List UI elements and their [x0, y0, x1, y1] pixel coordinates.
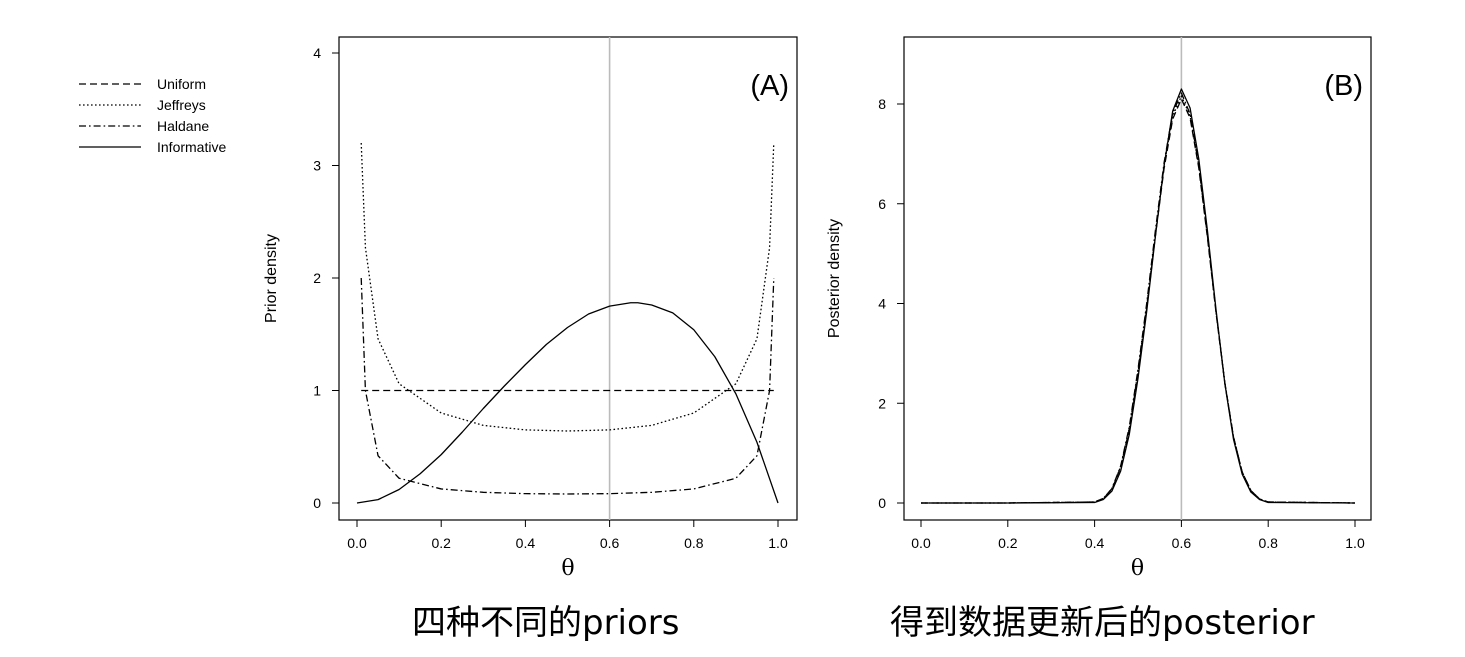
series-line-jeffreys	[360, 142, 775, 432]
legend-label-jeffreys: Jeffreys	[157, 97, 206, 113]
plot-frame	[903, 36, 1372, 521]
legend-label-haldane: Haldane	[157, 118, 209, 134]
x-tick-label: 0.0	[347, 535, 367, 551]
panel-a-prior-chart: 0.0 0.2 0.4 0.6 0.8 1.0 0 1 2 3 4 θ Prior density (A)	[263, 36, 798, 581]
y-tick-label: 2	[313, 270, 321, 286]
series-line-haldane	[360, 277, 775, 495]
x-tick-label: 0.8	[684, 535, 704, 551]
y-tick-label: 1	[313, 383, 321, 399]
x-tick-label: 0.2	[998, 535, 1018, 551]
x-axis-label: θ	[1131, 556, 1144, 581]
y-tick-label: 8	[878, 96, 886, 112]
y-tick-label: 4	[313, 45, 321, 61]
x-tick-label: 1.0	[1345, 535, 1365, 551]
y-tick-label: 4	[878, 296, 886, 312]
x-tick-label: 1.0	[768, 535, 788, 551]
series-line-haldane	[921, 92, 1356, 504]
y-tick-label: 0	[313, 495, 321, 511]
panel-label: (B)	[1324, 70, 1363, 102]
series-line-informative	[356, 302, 779, 504]
caption-posterior: 得到数据更新后的posterior	[890, 603, 1315, 643]
x-tick-label: 0.8	[1258, 535, 1278, 551]
series-line-uniform	[921, 98, 1356, 504]
panel-b-posterior-chart: 0.0 0.2 0.4 0.6 0.8 1.0 0 2 4 6 8 θ Posterior densit…	[826, 36, 1372, 581]
x-axis-label: θ	[561, 556, 574, 581]
legend-label-informative: Informative	[157, 139, 226, 155]
legend: Uniform Jeffreys Haldane Informative	[79, 76, 226, 155]
x-tick-label: 0.2	[431, 535, 451, 551]
y-tick-label: 0	[878, 495, 886, 511]
caption-priors: 四种不同的priors	[412, 603, 680, 643]
x-tick-label: 0.6	[600, 535, 620, 551]
plot-frame	[338, 36, 798, 521]
x-tick-label: 0.4	[1085, 535, 1105, 551]
y-tick-label: 3	[313, 158, 321, 174]
y-axis-label: Prior density	[263, 234, 280, 323]
panel-label: (A)	[750, 70, 789, 102]
series-line-jeffreys	[921, 95, 1356, 504]
x-tick-label: 0.6	[1172, 535, 1192, 551]
y-axis-label: Posterior density	[826, 219, 843, 338]
y-tick-label: 6	[878, 196, 886, 212]
series-line-informative	[921, 88, 1356, 504]
legend-label-uniform: Uniform	[157, 76, 206, 92]
y-tick-label: 2	[878, 395, 886, 411]
x-tick-label: 0.4	[516, 535, 536, 551]
x-tick-label: 0.0	[911, 535, 931, 551]
